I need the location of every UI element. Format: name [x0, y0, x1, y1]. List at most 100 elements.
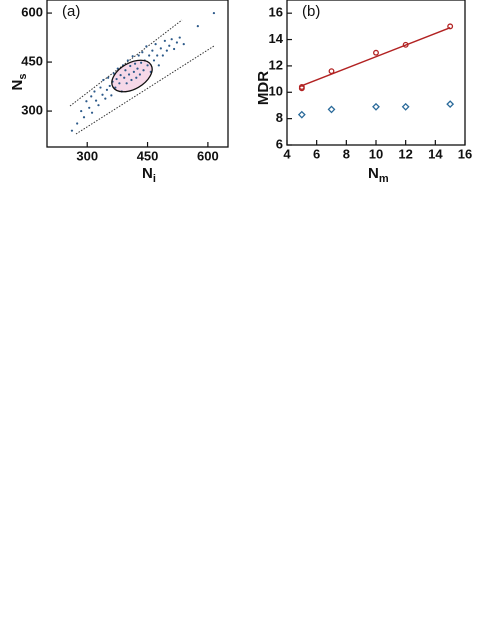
- y-tick-label: 14: [269, 31, 284, 46]
- point: [85, 100, 88, 103]
- point: [154, 43, 157, 46]
- point: [136, 67, 139, 70]
- point: [93, 90, 96, 93]
- y-tick-label: 10: [269, 84, 283, 99]
- y-tick-label: 12: [269, 57, 283, 72]
- diamond-marker: [401, 102, 410, 111]
- x-tick-label: 10: [369, 146, 383, 161]
- point: [105, 88, 109, 91]
- fit-line: [301, 27, 451, 87]
- guide-line: [75, 45, 215, 135]
- diamond-marker: [446, 100, 455, 109]
- point: [80, 109, 83, 113]
- point: [119, 74, 122, 77]
- point: [110, 94, 113, 97]
- point: [196, 25, 199, 28]
- x-axis-label: Ni: [142, 165, 156, 185]
- point: [145, 45, 148, 48]
- circle-marker: [298, 85, 305, 92]
- point: [76, 122, 79, 125]
- point: [102, 78, 105, 82]
- point: [170, 38, 173, 41]
- point: [173, 47, 176, 51]
- diamond-marker: [372, 102, 380, 111]
- y-tick-label: 300: [21, 103, 43, 118]
- y-axis-label: Ns: [9, 74, 29, 91]
- point: [141, 51, 144, 54]
- x-axis-label-main: N: [142, 165, 153, 182]
- point: [115, 77, 118, 81]
- y-tick-label: 600: [21, 5, 43, 20]
- point: [133, 62, 137, 65]
- x-axis-label-sub: m: [379, 173, 389, 185]
- point: [124, 69, 127, 72]
- point: [161, 54, 164, 57]
- point: [107, 76, 110, 79]
- point: [127, 73, 131, 76]
- x-tick-label: 16: [458, 146, 472, 161]
- point: [163, 39, 166, 42]
- y-axis-label-sub: s: [17, 74, 29, 80]
- point: [129, 64, 132, 68]
- density-region: [111, 60, 153, 92]
- point: [175, 41, 179, 44]
- point: [178, 36, 181, 39]
- point: [108, 84, 111, 88]
- point: [104, 97, 107, 100]
- x-axis-label: Nm: [368, 165, 389, 185]
- y-tick-label: 8: [276, 110, 283, 125]
- point: [182, 43, 185, 46]
- point: [90, 111, 94, 114]
- point: [135, 76, 138, 79]
- point: [125, 82, 128, 85]
- x-axis-label-sub: i: [153, 173, 156, 185]
- point: [142, 69, 145, 72]
- point: [165, 49, 168, 52]
- x-tick-label: 4: [283, 146, 291, 161]
- point: [138, 73, 142, 76]
- point: [130, 78, 133, 82]
- circle-marker: [373, 49, 379, 56]
- y-axis-label-main: MDR: [255, 71, 272, 105]
- point: [70, 129, 74, 132]
- point: [88, 106, 91, 109]
- point: [123, 76, 126, 79]
- point: [82, 116, 86, 119]
- x-tick-label: 450: [137, 148, 159, 163]
- x-tick-label: 12: [398, 146, 412, 161]
- ellipse-decor: [111, 60, 153, 92]
- point: [99, 86, 102, 89]
- panel-label: (a): [62, 3, 80, 20]
- point: [212, 11, 216, 15]
- y-axis-label: MDR: [255, 71, 272, 105]
- point: [159, 47, 162, 50]
- point: [157, 64, 160, 67]
- y-axis-label-main: N: [9, 80, 26, 91]
- point: [114, 86, 117, 89]
- point: [126, 59, 129, 62]
- x-tick-label: 14: [428, 146, 443, 161]
- point: [116, 67, 119, 70]
- panel-label: (b): [302, 3, 320, 20]
- circle-marker: [447, 23, 454, 30]
- diamond-marker: [327, 105, 336, 114]
- point: [151, 49, 154, 52]
- point: [131, 55, 134, 58]
- x-tick-label: 300: [76, 148, 98, 163]
- point: [118, 82, 121, 85]
- point: [168, 44, 171, 47]
- point: [132, 70, 135, 73]
- point: [140, 61, 143, 64]
- point: [156, 54, 159, 57]
- point: [94, 99, 98, 102]
- point: [97, 104, 100, 107]
- x-tick-label: 6: [313, 146, 320, 161]
- point: [152, 59, 156, 62]
- diamond-marker: [297, 110, 306, 119]
- x-tick-label: 600: [197, 148, 219, 163]
- guide-line: [69, 19, 183, 107]
- x-tick-label: 8: [343, 146, 350, 161]
- x-axis-label-main: N: [368, 165, 379, 182]
